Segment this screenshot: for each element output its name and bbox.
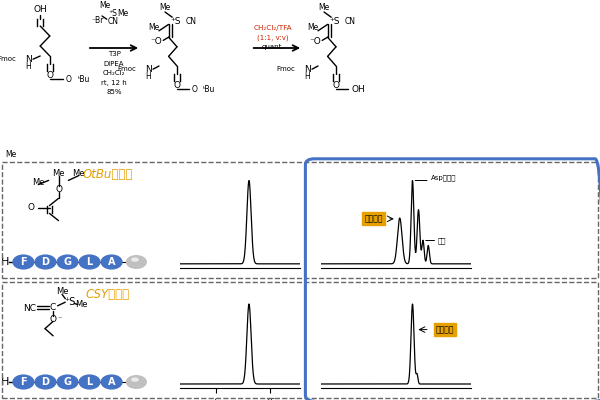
Text: L: L — [86, 377, 92, 387]
Circle shape — [57, 255, 78, 269]
Text: ⁻O: ⁻O — [150, 37, 162, 46]
Text: Me: Me — [319, 4, 329, 12]
Circle shape — [79, 255, 100, 269]
Text: rt, 12 h: rt, 12 h — [101, 80, 127, 86]
Text: N: N — [145, 66, 152, 74]
Text: F: F — [20, 257, 27, 267]
Text: Asp酸脹化: Asp酸脹化 — [431, 175, 456, 181]
Text: Me: Me — [149, 24, 160, 32]
Text: Fmoc: Fmoc — [277, 66, 295, 72]
Text: L: L — [86, 257, 92, 267]
Text: O: O — [173, 82, 181, 90]
Circle shape — [13, 375, 34, 389]
Text: Me: Me — [160, 4, 170, 12]
Text: Me: Me — [75, 300, 87, 309]
Text: H: H — [304, 72, 310, 81]
Text: D: D — [41, 377, 49, 387]
Text: O: O — [192, 85, 198, 94]
Text: G: G — [64, 377, 71, 387]
Text: H: H — [1, 257, 10, 267]
Text: ᵗBu: ᵗBu — [203, 85, 215, 94]
Text: O: O — [55, 185, 62, 194]
Text: quant.: quant. — [262, 44, 284, 50]
Text: T3P: T3P — [107, 51, 121, 57]
Text: CN: CN — [186, 17, 197, 26]
Bar — [2, 282, 598, 398]
Circle shape — [35, 375, 56, 389]
Text: O: O — [332, 82, 340, 90]
Text: H: H — [145, 72, 151, 81]
Text: O: O — [46, 72, 53, 80]
Text: 目标肽段: 目标肽段 — [436, 325, 454, 334]
Circle shape — [101, 375, 122, 389]
Text: A: A — [108, 257, 115, 267]
Text: Me: Me — [56, 288, 68, 296]
Text: ⁻: ⁻ — [57, 314, 62, 323]
Text: N: N — [304, 66, 311, 74]
Text: ⁺S: ⁺S — [64, 297, 76, 306]
Text: CH₂Cl₂/TFA: CH₂Cl₂/TFA — [254, 25, 292, 31]
Text: OH: OH — [351, 85, 365, 94]
Text: 目标肽段: 目标肽段 — [364, 214, 383, 223]
Text: H: H — [25, 62, 31, 71]
Text: ⁺S: ⁺S — [329, 17, 340, 26]
Text: ᵗBu: ᵗBu — [78, 75, 91, 84]
Text: ⁻O: ⁻O — [309, 37, 321, 46]
Text: CN: CN — [108, 18, 119, 26]
Text: Fmoc: Fmoc — [118, 66, 136, 72]
Circle shape — [13, 255, 34, 269]
Text: ⁺S: ⁺S — [170, 17, 181, 26]
Text: CN: CN — [345, 17, 356, 26]
Text: A: A — [108, 377, 115, 387]
Text: OH: OH — [33, 6, 47, 14]
Text: Me: Me — [73, 169, 85, 178]
Text: D: D — [41, 257, 49, 267]
Text: Me: Me — [100, 2, 110, 10]
Text: (1:1, v:v): (1:1, v:v) — [257, 35, 289, 41]
Circle shape — [79, 375, 100, 389]
Text: O: O — [66, 75, 72, 84]
Text: OtBu保护基: OtBu保护基 — [83, 168, 133, 182]
Ellipse shape — [127, 376, 146, 388]
Ellipse shape — [127, 256, 146, 268]
Text: ⁻Br: ⁻Br — [91, 16, 103, 25]
Text: DIPEA: DIPEA — [104, 61, 124, 67]
Text: Me: Me — [5, 150, 16, 159]
Text: O: O — [28, 204, 35, 212]
Bar — [2, 162, 598, 278]
Text: Me: Me — [52, 169, 65, 178]
Circle shape — [57, 375, 78, 389]
Text: H: H — [1, 377, 10, 387]
Ellipse shape — [132, 258, 138, 261]
Text: ⁺S: ⁺S — [109, 10, 117, 18]
Text: G: G — [64, 257, 71, 267]
Text: Me: Me — [32, 178, 44, 187]
Text: Me: Me — [308, 24, 319, 32]
Text: CSY保护基: CSY保护基 — [86, 288, 130, 302]
Text: F: F — [20, 377, 27, 387]
Text: CH₂Cl₂: CH₂Cl₂ — [103, 70, 125, 76]
Text: 杂质: 杂质 — [438, 237, 446, 244]
Ellipse shape — [132, 378, 138, 381]
Text: NC: NC — [23, 304, 36, 313]
Circle shape — [101, 255, 122, 269]
Text: O: O — [50, 314, 56, 324]
Text: 85%: 85% — [106, 89, 122, 95]
Text: Me: Me — [117, 10, 128, 18]
Text: Fmoc: Fmoc — [0, 56, 16, 62]
Text: N: N — [25, 56, 32, 64]
Text: C: C — [50, 303, 56, 312]
Circle shape — [35, 255, 56, 269]
